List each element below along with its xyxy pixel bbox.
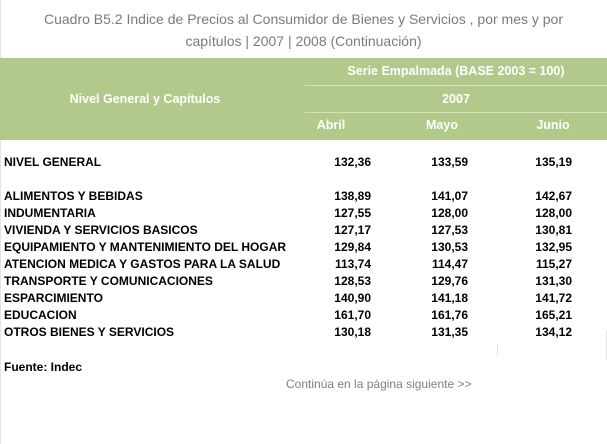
- row-value-junio: 130,81: [535, 223, 572, 237]
- row-label: INDUMENTARIA: [4, 206, 96, 220]
- header-divider-1: [305, 85, 607, 86]
- row-value-abril: 128,53: [334, 274, 371, 288]
- table-row: INDUMENTARIA 127,55 128,00 128,00: [0, 205, 607, 222]
- month-header-3: Junio: [536, 118, 570, 132]
- month-header-1: Abril: [316, 118, 346, 132]
- row-value-junio: 134,12: [535, 325, 572, 339]
- row-value-junio: 142,67: [535, 189, 572, 203]
- row-label: VIVIENDA Y SERVICIOS BASICOS: [4, 223, 198, 237]
- row-value-mayo: 141,07: [431, 189, 468, 203]
- table-row: EDUCACION 161,70 161,76 165,21: [0, 307, 607, 324]
- row-label: EDUCACION: [4, 308, 77, 322]
- row-value-abril: 130,18: [334, 325, 371, 339]
- table-row: OTROS BIENES Y SERVICIOS 130,18 131,35 1…: [0, 324, 607, 341]
- series-header: Serie Empalmada (BASE 2003 = 100): [347, 64, 565, 78]
- row-value-mayo: 128,00: [431, 206, 468, 220]
- row-value-abril: 127,55: [334, 206, 371, 220]
- table-row: ESPARCIMIENTO 140,90 141,18 141,72: [0, 290, 607, 307]
- row-label: NIVEL GENERAL: [4, 155, 102, 169]
- table-row: ATENCION MEDICA Y GASTOS PARA LA SALUD 1…: [0, 256, 607, 273]
- row-value-abril: 140,90: [334, 291, 371, 305]
- row-value-junio: 135,19: [535, 155, 572, 169]
- column-divider-mark: [497, 344, 498, 356]
- row-label: ESPARCIMIENTO: [4, 291, 103, 305]
- continue-link[interactable]: Continúa en la página siguiente >>: [286, 377, 472, 391]
- table-row: TRANSPORTE Y COMUNICACIONES 128,53 129,7…: [0, 273, 607, 290]
- row-value-junio: 128,00: [535, 206, 572, 220]
- row-value-abril: 138,89: [334, 189, 371, 203]
- row-label: OTROS BIENES Y SERVICIOS: [4, 325, 175, 339]
- row-value-abril: 113,74: [334, 257, 371, 271]
- table-row: EQUIPAMIENTO Y MANTENIMIENTO DEL HOGAR 1…: [0, 239, 607, 256]
- row-value-mayo: 133,59: [431, 155, 468, 169]
- table-row: NIVEL GENERAL 132,36 133,59 135,19: [0, 154, 607, 171]
- row-value-abril: 127,17: [334, 223, 371, 237]
- table-row: ALIMENTOS Y BEBIDAS 138,89 141,07 142,67: [0, 188, 607, 205]
- frame-left-border: [0, 0, 1, 444]
- row-value-mayo: 129,76: [431, 274, 468, 288]
- row-label: ALIMENTOS Y BEBIDAS: [4, 189, 143, 203]
- row-value-mayo: 131,35: [431, 325, 468, 339]
- row-value-junio: 115,27: [535, 257, 572, 271]
- title-line-1: Cuadro B5.2 Indice de Precios al Consumi…: [43, 11, 564, 27]
- table-row: VIVIENDA Y SERVICIOS BASICOS 127,17 127,…: [0, 222, 607, 239]
- row-value-mayo: 141,18: [431, 291, 468, 305]
- row-value-mayo: 161,76: [431, 308, 468, 322]
- row-value-junio: 165,21: [535, 308, 572, 322]
- row-value-mayo: 130,53: [431, 240, 468, 254]
- table-header: Serie Empalmada (BASE 2003 = 100) 2007 N…: [0, 58, 607, 140]
- levels-header: Nivel General y Capítulos: [69, 92, 221, 106]
- row-value-mayo: 114,47: [431, 257, 468, 271]
- title-line-2: capítulos | 2007 | 2008 (Continuación): [185, 33, 422, 49]
- row-label: ATENCION MEDICA Y GASTOS PARA LA SALUD: [4, 257, 281, 271]
- row-value-junio: 131,30: [535, 274, 572, 288]
- header-divider-2: [305, 112, 607, 113]
- month-header-2: Mayo: [426, 118, 458, 132]
- row-value-abril: 132,36: [334, 155, 371, 169]
- row-value-abril: 129,84: [334, 240, 371, 254]
- row-value-junio: 132,95: [535, 240, 572, 254]
- page-title: Cuadro B5.2 Indice de Precios al Consumi…: [0, 8, 607, 52]
- row-value-mayo: 127,53: [431, 223, 468, 237]
- year-header: 2007: [442, 92, 470, 106]
- row-label: EQUIPAMIENTO Y MANTENIMIENTO DEL HOGAR: [4, 240, 287, 254]
- row-value-junio: 141,72: [535, 291, 572, 305]
- row-label: TRANSPORTE Y COMUNICACIONES: [4, 274, 213, 288]
- source-note: Fuente: Indec: [4, 360, 83, 374]
- row-value-abril: 161,70: [334, 308, 371, 322]
